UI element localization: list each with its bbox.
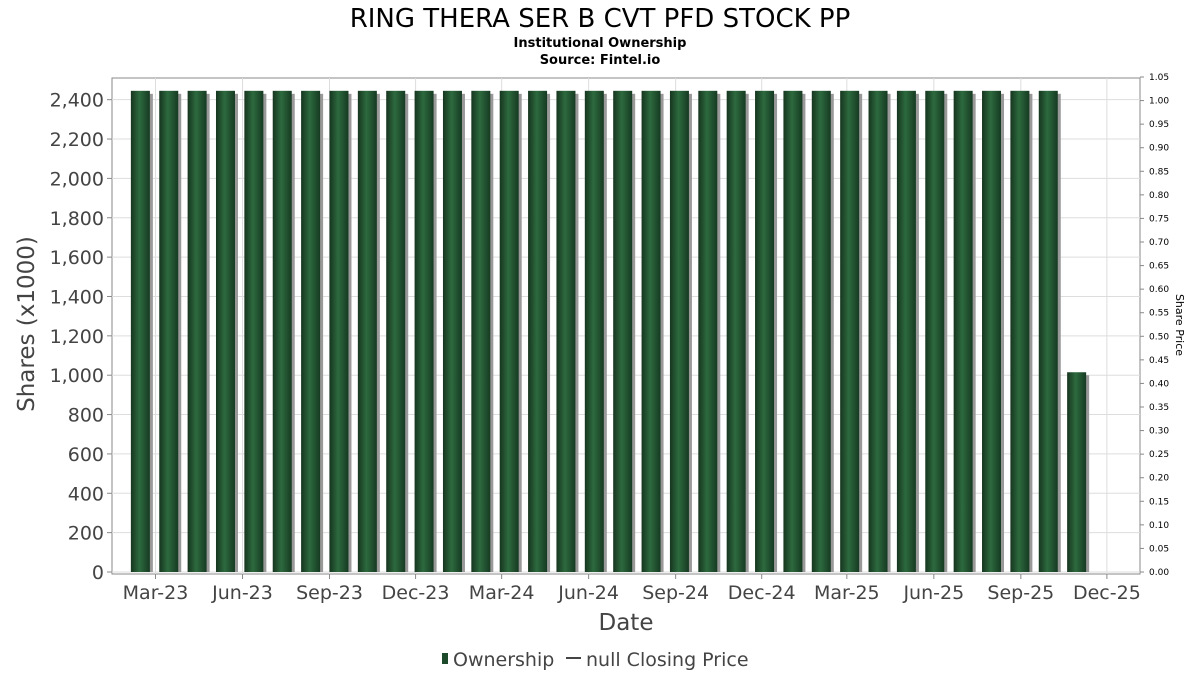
ownership-bar: [698, 90, 718, 572]
y2-tick-label: 0.50: [1149, 332, 1169, 342]
chart-subtitle: Institutional Ownership: [514, 36, 687, 51]
y2-tick-label: 0.70: [1149, 238, 1169, 248]
ownership-bar: [499, 90, 519, 572]
ownership-bar: [641, 90, 661, 572]
legend: Ownership null Closing Price: [442, 649, 749, 671]
y2-tick-label: 1.00: [1149, 97, 1169, 107]
x-tick-label: Mar-24: [469, 582, 535, 604]
ownership-bar: [159, 90, 179, 572]
y2-tick-label: 0.35: [1149, 403, 1169, 413]
y-tick-label: 1,600: [50, 247, 104, 269]
ownership-bar: [1067, 372, 1087, 572]
ownership-bar: [811, 90, 831, 572]
y-tick-label: 200: [68, 523, 104, 545]
y2-tick-label: 0.40: [1149, 379, 1169, 389]
ownership-bar: [215, 90, 235, 572]
ownership-bar: [329, 90, 349, 572]
x-tick-label: Dec-23: [382, 582, 450, 604]
x-tick-label: Jun-23: [211, 582, 273, 604]
ownership-bar: [386, 90, 406, 572]
x-tick-label: Mar-23: [123, 582, 189, 604]
legend-ownership-label: Ownership: [453, 649, 554, 671]
y2-tick-label: 0.85: [1149, 167, 1169, 177]
chart-title: RING THERA SER B CVT PFD STOCK PP: [350, 4, 851, 34]
ownership-bar: [953, 90, 973, 572]
y2-tick-label: 0.00: [1149, 568, 1169, 578]
ownership-bar: [556, 90, 576, 572]
ownership-bar: [840, 90, 860, 572]
y2-tick-label: 0.60: [1149, 285, 1169, 295]
y-tick-label: 1,200: [50, 326, 104, 348]
legend-bar-swatch: [442, 653, 448, 664]
y2-axis: 0.00 0.05 0.10 0.15 0.20 0.25 0.30 0.35 0.40 0.45…: [1140, 73, 1169, 578]
y2-tick-label: 1.05: [1149, 73, 1169, 83]
y-tick-label: 2,200: [50, 129, 104, 151]
ownership-bar: [925, 90, 945, 572]
ownership-bar: [528, 90, 548, 572]
x-tick-label: Dec-25: [1073, 582, 1141, 604]
ownership-bar: [357, 90, 377, 572]
y2-tick-label: 0.65: [1149, 262, 1169, 272]
y2-tick-label: 0.25: [1149, 450, 1169, 460]
y2-tick-label: 0.05: [1149, 544, 1169, 554]
ownership-bar: [272, 90, 292, 572]
ownership-bar: [584, 90, 604, 572]
x-tick-label: Sep-25: [987, 582, 1054, 604]
x-tick-label: Dec-24: [728, 582, 796, 604]
y-tick-label: 1,800: [50, 208, 104, 230]
ownership-bar: [1010, 90, 1030, 572]
chart-source: Source: Fintel.io: [540, 53, 661, 68]
x-tick-label: Sep-24: [642, 582, 709, 604]
y2-tick-label: 0.55: [1149, 309, 1169, 319]
ownership-bar: [1038, 90, 1058, 572]
ownership-bar: [755, 90, 775, 572]
ownership-bar: [301, 90, 321, 572]
y-tick-label: 600: [68, 444, 104, 466]
ownership-bar: [244, 90, 264, 572]
ownership-bar: [669, 90, 689, 572]
y-tick-label: 2,400: [50, 90, 104, 112]
y2-tick-label: 0.20: [1149, 474, 1169, 484]
y2-tick-label: 0.90: [1149, 144, 1169, 154]
y-tick-label: 1,400: [50, 286, 104, 308]
y-axis-title: Shares (x1000): [14, 236, 40, 412]
x-tick-label: Jun-25: [902, 582, 964, 604]
x-axis-title: Date: [599, 610, 654, 636]
legend-price-label: null Closing Price: [586, 649, 749, 671]
ownership-bar: [442, 90, 462, 572]
ownership-bar: [783, 90, 803, 572]
ownership-bar: [726, 90, 746, 572]
y2-tick-label: 0.15: [1149, 497, 1169, 507]
x-tick-label: Jun-24: [557, 582, 619, 604]
ownership-bar: [414, 90, 434, 572]
y-tick-label: 2,000: [50, 168, 104, 190]
y2-tick-label: 0.10: [1149, 521, 1169, 531]
ownership-bar: [982, 90, 1002, 572]
ownership-bar: [187, 90, 207, 572]
y-tick-label: 1,000: [50, 365, 104, 387]
ownership-bars: [130, 90, 1090, 572]
x-tick-label: Sep-23: [296, 582, 363, 604]
y-tick-label: 0: [92, 562, 104, 584]
y2-tick-label: 0.80: [1149, 191, 1169, 201]
ownership-bar: [471, 90, 491, 572]
x-tick-label: Mar-25: [814, 582, 880, 604]
y2-axis-title: Share Price: [1173, 294, 1186, 356]
ownership-bar: [868, 90, 888, 572]
y2-tick-label: 0.75: [1149, 214, 1169, 224]
ownership-bar: [130, 90, 150, 572]
y-tick-label: 400: [68, 483, 104, 505]
y2-tick-label: 0.45: [1149, 356, 1169, 366]
ownership-bar: [613, 90, 633, 572]
y-axis: 0 200 400 600 800 1,000 1,200 1,400 1,600 1,800 2,…: [50, 90, 112, 584]
ownership-bar: [896, 90, 916, 572]
y2-tick-label: 0.95: [1149, 120, 1169, 130]
y2-tick-label: 0.30: [1149, 427, 1169, 437]
y-tick-label: 800: [68, 405, 104, 427]
x-axis: Mar-23 Jun-23 Sep-23 Dec-23 Mar-24 Jun-24 Sep-…: [123, 574, 1141, 604]
